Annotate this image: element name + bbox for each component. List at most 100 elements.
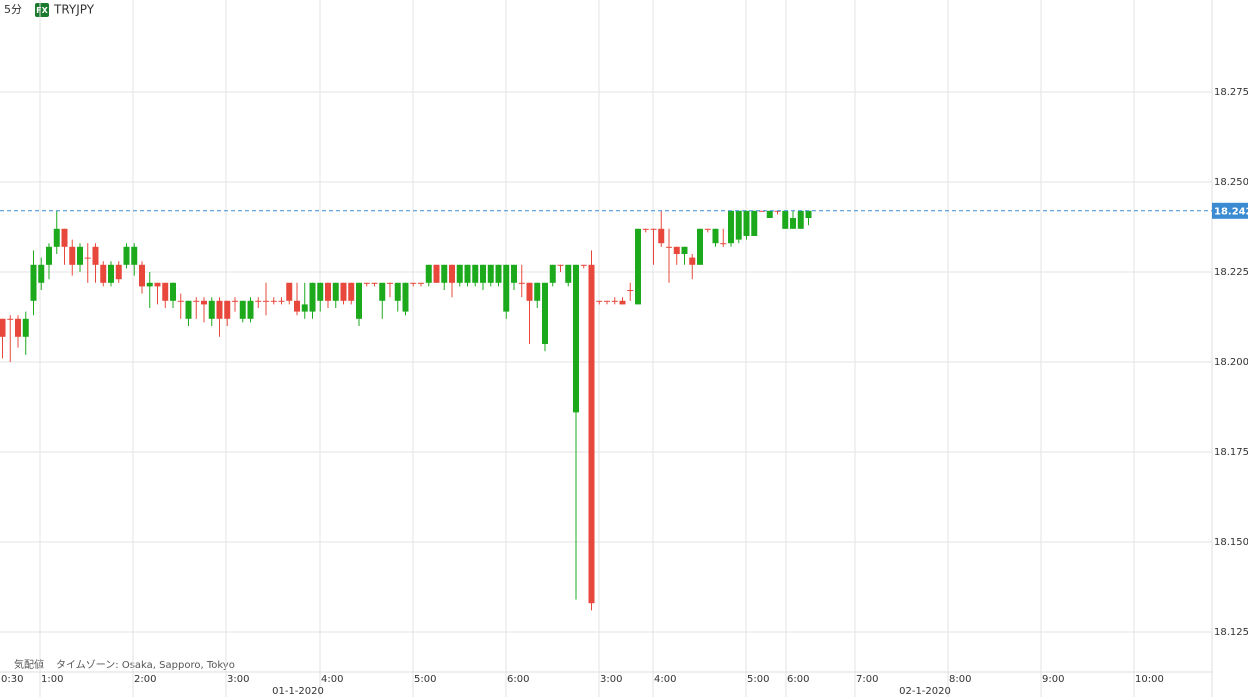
badge-bg [35,3,49,17]
candle-body [735,210,742,240]
x-tick-label: 1:00 [41,674,63,685]
candle-body [53,228,60,247]
candle-body [425,264,432,283]
candle-body [542,282,548,344]
candle-body [790,218,796,229]
candle-body [301,304,308,312]
candle-body [650,228,657,230]
candle-body [286,282,293,301]
x-tick-label: 6:00 [507,674,529,685]
timezone[interactable]: タイムゾーン: Osaka, Sapporo, Tokyo [56,659,235,671]
candle-body [689,257,696,265]
candle-body [642,228,649,230]
candle-body [782,210,789,229]
x-tick-label: 5:00 [414,674,436,685]
candle-body [394,282,401,301]
candle-body [108,264,114,283]
candle-body [100,264,107,283]
candle-body [635,228,641,305]
candle-body [433,264,440,283]
candle-body [580,264,587,266]
candle-body [464,264,471,283]
candle-body [619,300,626,305]
candle-body [139,264,145,287]
candle-body [146,282,153,287]
x-tick-label: 3:00 [600,674,622,685]
candle-body [666,246,672,248]
candle-body [0,318,6,337]
candle-body [363,282,370,284]
candle-body [805,210,812,218]
candle-body [317,282,324,301]
date-label: 01-1-2020 [272,686,324,697]
candle-body [193,300,200,302]
candle-body [131,246,138,265]
candle-body [379,282,386,301]
candle-body [487,264,494,283]
candle-body [7,318,14,320]
x-tick-label: 8:00 [949,674,971,685]
candle-body [604,300,610,302]
y-tick-label: 18.250 [1214,177,1248,188]
candle-body [332,282,339,301]
candle-body [30,264,37,301]
candle-body [115,264,122,280]
candle-body [441,264,448,283]
candle-body [177,300,184,302]
candle-body [356,282,362,319]
candle-body [751,210,758,236]
candle-body [154,282,161,287]
candle-body [46,246,52,265]
candle-body [185,300,192,319]
candle-body [270,300,277,302]
last-price-tag [1212,202,1248,219]
candle-body [518,282,525,284]
candle-body [92,246,99,265]
x-tick-label: 4:00 [321,674,343,685]
candle-body [681,246,688,254]
candle-body [557,264,564,266]
candle-body [611,300,618,302]
y-tick-label: 18.175 [1214,447,1248,458]
candle-body [573,264,579,413]
candle-body [456,264,463,283]
candle-body [387,282,393,284]
candle-body [15,318,21,337]
candle-body [201,300,207,305]
candle-body [596,300,603,302]
candle-body [84,257,91,259]
candle-body [565,264,572,283]
candle-body [418,282,424,284]
candle-body [255,300,262,302]
candle-body [658,228,665,244]
candle-body [503,264,510,312]
x-tick-label: 4:00 [654,674,676,685]
y-tick-label: 18.275 [1214,87,1248,98]
interval-label[interactable]: 5分 [4,3,22,16]
candle-body [22,318,29,337]
x-tick-label: 6:00 [787,674,809,685]
candle-body [340,282,347,301]
symbol[interactable]: TRYJPY [53,3,95,17]
candle-body [472,264,479,283]
candle-body [294,300,300,312]
candle-body [449,264,455,283]
quote-mode: 気配値 [14,658,44,671]
candle-body [224,300,231,319]
candle-body [704,228,711,230]
candle-body [402,282,409,312]
candle-body [309,282,316,312]
candle-body [797,210,804,229]
x-tick-label: 3:00 [227,674,249,685]
y-tick-label: 18.200 [1214,357,1248,368]
candle-body [673,246,680,254]
y-tick-label: 18.125 [1214,627,1248,638]
candle-body [170,282,176,301]
candle-body [162,282,169,301]
candle-body [766,210,773,218]
candle-body [480,264,486,283]
candle-body [728,210,734,244]
candle-body [743,210,750,236]
badge: FX [36,6,48,15]
candle-body [247,300,254,319]
